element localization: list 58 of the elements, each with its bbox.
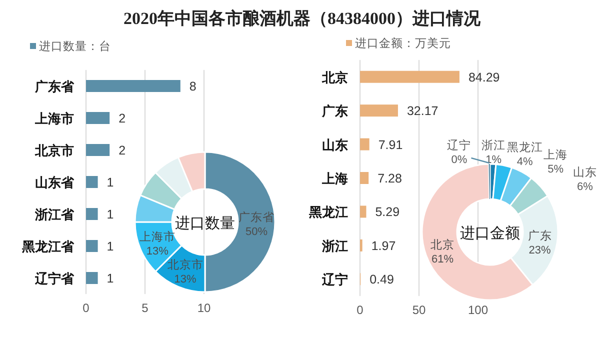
- text: 2020年中国各市酿酒机器（84384000）进口情况: [124, 9, 482, 28]
- data-label: 2: [118, 144, 126, 158]
- data-label: 0.49: [370, 272, 394, 287]
- data-label: 1: [106, 208, 114, 222]
- data-label: 1: [106, 272, 114, 286]
- slice-label: 辽宁: [447, 138, 472, 152]
- y-tick-label: 广东省: [34, 79, 75, 94]
- y-tick-label: 辽宁省: [34, 271, 75, 286]
- data-label: 50%: [245, 226, 268, 238]
- slice-label: 北京市: [167, 258, 204, 272]
- data-label: 1: [106, 240, 114, 254]
- y-tick-label: 北京: [321, 70, 348, 85]
- y-tick-label: 广东: [321, 104, 348, 119]
- slice-label: 黑龙江: [506, 140, 543, 154]
- y-tick-label: 黑龙江: [308, 204, 348, 220]
- x-tick-label: 0: [82, 301, 90, 315]
- slice-label: 广东: [528, 228, 552, 242]
- data-label: 1: [106, 176, 114, 190]
- legend-label: 进口数量：台: [39, 40, 111, 53]
- slice-label: 山东: [573, 164, 597, 179]
- slice-label: 上海: [544, 148, 568, 162]
- y-tick-label: 黑龙江省: [21, 239, 75, 254]
- data-label: 61%: [432, 253, 454, 266]
- annotation: 进口数量: [175, 215, 235, 232]
- data-label: 13%: [174, 274, 197, 286]
- y-tick-label: 上海: [321, 171, 348, 186]
- legend-label: 进口金额：万美元: [355, 36, 451, 50]
- slice-label: 广东省: [238, 210, 274, 224]
- data-label: 5%: [548, 164, 564, 176]
- data-label: 5.29: [375, 205, 400, 220]
- y-tick-label: 北京市: [34, 143, 74, 158]
- y-tick-label: 辽宁: [321, 272, 348, 288]
- y-tick-label: 山东: [322, 137, 348, 152]
- slice-label: 上海市: [139, 230, 176, 244]
- y-tick-label: 浙江省: [34, 207, 75, 222]
- data-label: 0%: [451, 154, 468, 166]
- slice-label: 浙江: [482, 139, 506, 152]
- x-tick-label: 5: [142, 301, 149, 315]
- x-tick-label: 0: [356, 303, 364, 317]
- data-label: 2: [118, 112, 126, 126]
- data-label: 8: [189, 80, 196, 94]
- data-label: 1.97: [371, 238, 396, 253]
- y-tick-label: 浙江: [321, 238, 348, 254]
- x-tick-label: 100: [468, 303, 488, 317]
- y-tick-label: 上海市: [34, 111, 74, 126]
- data-label: 7.91: [378, 138, 403, 152]
- data-label: 84.29: [468, 70, 500, 84]
- x-tick-label: 10: [197, 301, 211, 315]
- y-tick-label: 山东省: [35, 175, 75, 190]
- slice-label: 北京: [430, 237, 455, 252]
- data-label: 32.17: [406, 104, 438, 118]
- x-tick-label: 50: [412, 303, 426, 317]
- data-label: 23%: [528, 244, 552, 256]
- data-label: 6%: [577, 180, 594, 193]
- data-label: 13%: [146, 246, 169, 258]
- data-label: 4%: [516, 156, 534, 168]
- annotation: 进口金额: [460, 225, 520, 242]
- data-label: 7.28: [378, 172, 402, 186]
